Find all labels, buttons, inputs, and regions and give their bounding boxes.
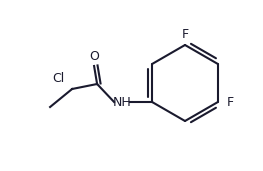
Text: O: O <box>89 50 99 63</box>
Text: Cl: Cl <box>52 73 64 86</box>
Text: F: F <box>226 95 234 109</box>
Text: F: F <box>181 28 189 41</box>
Text: NH: NH <box>113 96 132 109</box>
